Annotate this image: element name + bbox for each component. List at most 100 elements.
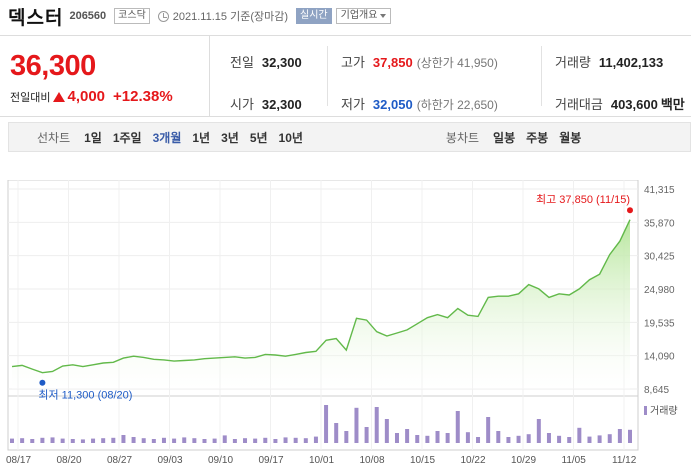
tab-10y[interactable]: 10년 — [278, 130, 303, 145]
tab-daily[interactable]: 일봉 — [493, 130, 516, 145]
volume-bar — [506, 437, 511, 443]
y-tick-label: 14,090 — [644, 352, 675, 363]
stock-code: 206560 — [69, 10, 107, 22]
high-label: 최고 37,850 (11/15) — [536, 193, 630, 206]
volume-bar — [273, 439, 278, 443]
stat-open: 시가 32,300 — [230, 94, 302, 113]
volume-bar — [496, 431, 501, 443]
volume-bar — [364, 427, 369, 443]
realtime-button[interactable]: 실시간 — [296, 8, 332, 24]
x-tick-label: 10/01 — [309, 455, 334, 466]
x-tick-label: 08/20 — [57, 455, 82, 466]
company-info-button[interactable]: 기업개요 — [335, 8, 392, 24]
stat-label: 거래대금 — [555, 97, 603, 112]
volume-bar — [192, 438, 197, 443]
volume-bar — [557, 435, 562, 443]
tab-monthly[interactable]: 월봉 — [559, 130, 582, 145]
x-tick-label: 09/03 — [158, 455, 183, 466]
volume-bar — [597, 435, 602, 443]
volume-bar — [536, 419, 541, 443]
volume-bar — [324, 405, 329, 443]
stat-high: 고가 37,850 (상한가 41,950) — [341, 52, 498, 71]
volume-bar — [425, 435, 430, 443]
price-chart: 41,315 35,870 30,425 24,980 19,535 14,090 8,64… — [0, 180, 691, 469]
tab-1w[interactable]: 1주일 — [112, 130, 142, 145]
volume-bar — [526, 434, 531, 443]
volume-bar — [445, 433, 450, 443]
stat-label: 고가 — [341, 55, 365, 70]
stat-value: 403,600 — [610, 97, 658, 112]
volume-bar — [516, 435, 521, 443]
tab-3y[interactable]: 3년 — [221, 130, 239, 145]
up-triangle-icon — [53, 91, 66, 102]
x-tick-label: 08/17 — [6, 455, 31, 466]
volume-bar — [303, 438, 308, 443]
change-value: 4,000 — [67, 88, 106, 105]
divider — [327, 46, 328, 106]
stat-value: 32,300 — [261, 55, 302, 70]
volume-bar — [415, 435, 420, 443]
volume-bar — [607, 434, 612, 443]
volume-bar — [70, 439, 75, 443]
volume-bar — [111, 437, 116, 443]
volume-bar — [374, 407, 379, 443]
tab-weekly[interactable]: 주봉 — [526, 130, 549, 145]
x-tick-label: 10/22 — [461, 455, 486, 466]
volume-bar — [253, 438, 258, 443]
change-label: 전일대비 — [10, 91, 51, 104]
volume-bar — [20, 438, 25, 443]
volume-bar — [232, 439, 237, 443]
tab-5y[interactable]: 5년 — [249, 130, 268, 145]
x-tick-label: 11/05 — [562, 455, 587, 466]
stat-label: 저가 — [341, 97, 365, 112]
volume-bar — [91, 438, 96, 443]
volume-bar — [212, 438, 217, 443]
x-tick-label: 10/29 — [511, 455, 536, 466]
tab-3m[interactable]: 3개월 — [152, 130, 182, 145]
volume-bar — [354, 407, 359, 443]
volume-bar — [151, 439, 156, 443]
volume-bar — [313, 436, 318, 443]
volume-bar — [121, 435, 126, 443]
date-text: 2021.11.15 기준(장마감) — [172, 11, 289, 23]
x-tick-label: 08/27 — [107, 455, 132, 466]
volume-bar — [161, 437, 166, 443]
y-tick-label: 8,645 — [644, 385, 669, 396]
volume-bar — [263, 437, 268, 443]
x-tick-label: 09/10 — [208, 455, 233, 466]
chart-frame — [7, 180, 639, 451]
candle-chart-label: 봉차트 — [445, 130, 480, 145]
lower-limit: (하한가 22,650) — [416, 98, 498, 112]
tab-1d[interactable]: 1일 — [84, 130, 102, 145]
volume-bar — [182, 437, 187, 443]
price-chart-svg: 41,315 35,870 30,425 24,980 19,535 14,090 8,64… — [6, 180, 678, 466]
stat-value: 32,050 — [372, 97, 413, 112]
volume-bar — [334, 423, 339, 443]
stat-label: 거래량 — [555, 55, 591, 70]
stat-amount: 거래대금 403,600 백만 — [555, 94, 685, 113]
change-row: 전일대비 4,000 +12.38% — [10, 88, 173, 105]
divider — [541, 46, 542, 106]
y-tick-label: 30,425 — [644, 252, 675, 263]
volume-bar — [567, 437, 572, 443]
tab-1y[interactable]: 1년 — [192, 130, 211, 145]
volume-bar — [283, 437, 288, 443]
x-tick-label: 10/15 — [410, 455, 435, 466]
y-tick-label: 35,870 — [644, 218, 675, 229]
volume-bar — [577, 427, 582, 443]
volume-bar — [617, 429, 622, 443]
volume-bar — [344, 431, 349, 443]
volume-bar — [202, 439, 207, 443]
company-info-label: 기업개요 — [340, 10, 378, 21]
volume-bar — [30, 439, 35, 443]
price-summary: 36,300 전일대비 4,000 +12.38% 전일 32,300 시가 3… — [0, 35, 691, 117]
stock-name: 덱스터 — [8, 7, 64, 29]
volume-bar — [293, 437, 298, 443]
volume-bar — [80, 439, 85, 443]
volume-bar — [628, 429, 632, 443]
volume-bar — [546, 433, 551, 443]
stat-value: 37,850 — [372, 55, 413, 70]
volume-legend-label: 거래량 — [650, 405, 678, 417]
high-marker — [627, 207, 633, 214]
volume-bar — [587, 436, 592, 443]
